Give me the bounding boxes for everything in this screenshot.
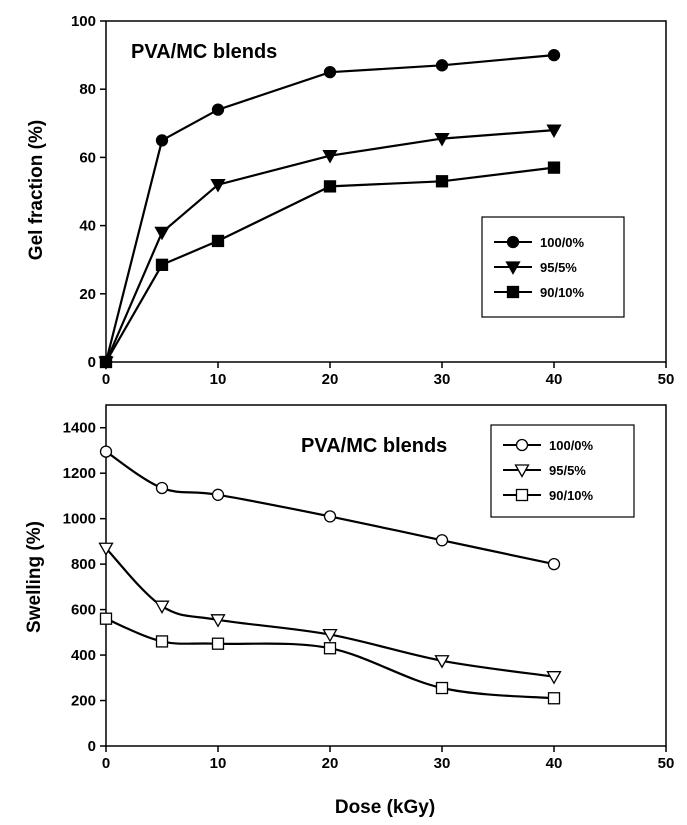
- y-tick-label: 1000: [63, 511, 96, 528]
- y-tick-label: 1400: [63, 420, 96, 437]
- x-tick-label: 40: [546, 371, 563, 388]
- y-tick-label: 0: [88, 738, 96, 755]
- legend-label: 90/10%: [540, 285, 585, 300]
- x-tick-label: 20: [322, 371, 339, 388]
- data-point: [323, 642, 337, 655]
- legend-label: 100/0%: [540, 235, 585, 250]
- data-point: [99, 355, 113, 369]
- y-tick-label: 800: [71, 556, 96, 573]
- y-axis-label: Gel fraction (%): [26, 120, 47, 260]
- y-tick-label: 20: [79, 286, 96, 303]
- data-point: [154, 226, 170, 241]
- series-line-90/10%: [105, 166, 555, 363]
- y-tick-label: 60: [79, 149, 96, 166]
- data-point: [155, 258, 169, 271]
- swelling-chart: Swelling (%) PVA/MC blends Dose (kGy) 0 1…: [24, 404, 675, 818]
- legend: 100/0% 95/5% 90/10%: [481, 216, 625, 318]
- legend: 100/0% 95/5% 90/10%: [490, 424, 635, 518]
- data-point: [211, 637, 225, 650]
- gel-fraction-chart: Gel fraction (%) PVA/MC blends 0 10 20 30 40…: [26, 13, 674, 388]
- series-line-100/0%: [105, 450, 555, 566]
- plot-frame: [105, 20, 667, 363]
- data-point: [547, 48, 561, 62]
- data-point: [546, 671, 562, 685]
- chart-title: PVA/MC blends: [131, 41, 277, 63]
- x-tick-label: 10: [210, 371, 227, 388]
- y-tick-label: 40: [79, 218, 96, 235]
- data-point: [547, 692, 561, 705]
- plot-frame: [105, 404, 667, 747]
- data-point: [322, 628, 338, 643]
- legend-marker: [515, 488, 529, 502]
- legend-label: 95/5%: [549, 463, 586, 478]
- data-point: [434, 132, 450, 147]
- y-tick-label: 80: [79, 81, 96, 98]
- data-point: [155, 134, 169, 147]
- data-point: [435, 59, 449, 72]
- x-tick-label: 0: [102, 755, 110, 772]
- data-point: [546, 124, 562, 138]
- data-point: [99, 445, 113, 458]
- legend-marker: [514, 464, 530, 478]
- chart-title: PVA/MC blends: [301, 435, 447, 457]
- data-point: [435, 681, 449, 695]
- legend-label: 90/10%: [549, 488, 594, 503]
- data-point: [323, 510, 337, 523]
- series-line-100/0%: [104, 54, 555, 363]
- x-tick-label: 10: [210, 755, 227, 772]
- x-tick-label: 0: [102, 371, 110, 388]
- series-line-95/5%: [105, 547, 555, 678]
- series-line-95/5%: [104, 129, 555, 363]
- legend-marker: [505, 261, 521, 275]
- data-point: [210, 179, 226, 193]
- data-point: [211, 234, 225, 248]
- data-point: [155, 481, 169, 495]
- data-point: [98, 542, 114, 557]
- y-axis-label: Swelling (%): [24, 521, 45, 633]
- y-tick-label: 200: [71, 693, 96, 710]
- y-tick-label: 100: [71, 13, 96, 30]
- legend-marker: [506, 285, 520, 299]
- y-tick-label: 600: [71, 602, 96, 619]
- legend-label: 100/0%: [549, 438, 594, 453]
- data-point: [154, 600, 170, 615]
- data-point: [211, 488, 225, 501]
- legend-marker: [515, 438, 529, 452]
- data-point: [155, 635, 169, 648]
- x-tick-label: 30: [434, 371, 451, 388]
- data-point: [547, 557, 561, 571]
- legend-marker: [506, 235, 520, 249]
- x-axis-label: Dose (kGy): [335, 797, 435, 818]
- x-tick-label: 50: [658, 371, 675, 388]
- data-point: [434, 655, 450, 669]
- y-tick-label: 0: [88, 354, 96, 371]
- data-point: [547, 161, 561, 174]
- x-tick-label: 40: [546, 755, 563, 772]
- data-point: [211, 103, 225, 116]
- legend-label: 95/5%: [540, 260, 577, 275]
- data-point: [323, 66, 337, 79]
- data-point: [322, 150, 338, 164]
- x-tick-label: 30: [434, 755, 451, 772]
- y-tick-label: 1200: [63, 465, 96, 482]
- data-point: [99, 612, 113, 625]
- data-point: [323, 180, 337, 193]
- x-tick-label: 50: [658, 755, 675, 772]
- y-tick-label: 400: [71, 647, 96, 664]
- x-tick-label: 20: [322, 755, 339, 772]
- data-point: [435, 534, 449, 547]
- data-point: [210, 614, 226, 628]
- data-point: [435, 175, 449, 188]
